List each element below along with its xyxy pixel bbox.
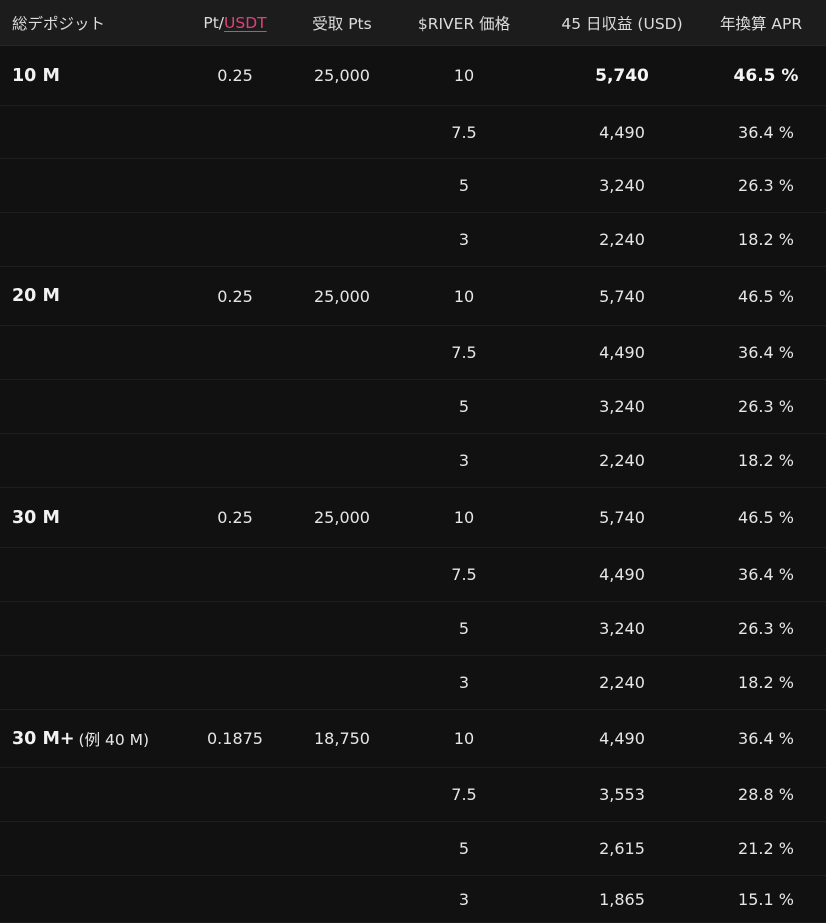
river-price-cell: 3 [458, 230, 470, 249]
table-row: 5 3,240 26.3 % [0, 159, 826, 213]
received-pts-cell: 25,000 [314, 286, 370, 306]
profit-cell: 1,865 [599, 889, 645, 909]
table-row: 30 M+ (例 40 M) 0.1875 18,750 10 4,490 36.4 % [0, 710, 826, 768]
profit-cell: 2,240 [599, 673, 645, 692]
header-total-deposit: 総デポジット [12, 14, 106, 33]
received-pts-cell: 25,000 [314, 66, 370, 85]
deposit-tier-cell: 30 M+ (例 40 M) [12, 710, 149, 767]
profit-cell: 2,615 [599, 839, 645, 858]
profit-cell: 4,490 [599, 343, 645, 362]
deposit-tier-label: 30 M+ [12, 728, 75, 749]
profit-cell: 2,240 [599, 230, 645, 249]
deposit-tier-cell: 10 M [12, 46, 60, 105]
river-price-cell: 7.5 [451, 565, 477, 584]
deposit-tier-label: 30 M [12, 507, 60, 528]
header-annualized-apr: 年換算 APR [720, 14, 803, 33]
header-river-price: $RIVER 価格 [417, 14, 511, 33]
apr-cell: 21.2 % [738, 839, 794, 858]
apr-cell: 18.2 % [738, 673, 794, 692]
river-price-cell: 3 [458, 673, 470, 692]
pt-per-usdt-cell: 0.25 [217, 286, 253, 306]
apr-cell: 18.2 % [738, 230, 794, 249]
river-price-cell: 7.5 [451, 122, 477, 142]
header-pt-prefix: Pt/ [203, 13, 225, 32]
table-row: 7.5 3,553 28.8 % [0, 768, 826, 822]
river-price-cell: 3 [458, 451, 470, 470]
deposit-tier-example: (例 40 M) [78, 730, 150, 749]
usdt-link[interactable]: USDT [224, 13, 267, 32]
river-price-cell: 10 [453, 286, 475, 306]
table-row: 3 1,865 15.1 % [0, 876, 826, 923]
pt-per-usdt-cell: 0.1875 [207, 729, 263, 748]
apr-cell: 26.3 % [738, 397, 794, 416]
profit-cell: 4,490 [599, 565, 645, 584]
river-price-cell: 5 [458, 397, 470, 416]
profit-cell: 3,240 [599, 397, 645, 416]
deposit-tier-label: 10 M [12, 65, 60, 86]
river-price-cell: 10 [453, 66, 475, 85]
profit-cell: 3,240 [599, 176, 645, 195]
apr-cell: 26.3 % [738, 176, 794, 195]
table-row: 7.5 4,490 36.4 % [0, 548, 826, 602]
table-row: 3 2,240 18.2 % [0, 213, 826, 267]
river-price-cell: 10 [453, 508, 475, 527]
table-header: 総デポジット Pt/USDT 受取 Pts $RIVER 価格 45 日収益 (… [0, 0, 826, 46]
profit-cell: 5,740 [595, 65, 649, 86]
river-price-cell: 10 [453, 729, 475, 748]
profit-cell: 2,240 [599, 451, 645, 470]
profit-cell: 3,553 [599, 785, 645, 804]
table-row: 20 M 0.25 25,000 10 5,740 46.5 % [0, 267, 826, 326]
profit-cell: 5,740 [599, 286, 645, 306]
table-row: 3 2,240 18.2 % [0, 434, 826, 488]
river-price-cell: 3 [458, 889, 470, 909]
deposit-tier-cell: 20 M [12, 267, 60, 325]
table-row: 3 2,240 18.2 % [0, 656, 826, 710]
profit-cell: 3,240 [599, 619, 645, 638]
profit-cell: 4,490 [599, 729, 645, 748]
river-price-cell: 5 [458, 619, 470, 638]
apr-cell: 26.3 % [738, 619, 794, 638]
table-row: 7.5 4,490 36.4 % [0, 326, 826, 380]
pt-per-usdt-cell: 0.25 [217, 66, 253, 85]
apr-cell: 36.4 % [738, 122, 794, 142]
profit-cell: 4,490 [599, 122, 645, 142]
pt-per-usdt-cell: 0.25 [217, 508, 253, 527]
apr-cell: 46.5 % [733, 65, 799, 86]
header-received-pts: 受取 Pts [312, 14, 372, 33]
header-pt-per-usdt: Pt/USDT [175, 0, 295, 45]
apr-cell: 18.2 % [738, 451, 794, 470]
apr-cell: 36.4 % [738, 343, 794, 362]
river-price-cell: 7.5 [451, 785, 477, 804]
table-row: 5 3,240 26.3 % [0, 380, 826, 434]
river-price-cell: 7.5 [451, 343, 477, 362]
header-45-day-profit: 45 日収益 (USD) [561, 14, 683, 33]
received-pts-cell: 25,000 [314, 508, 370, 527]
river-price-cell: 5 [458, 839, 470, 858]
apr-cell: 36.4 % [738, 565, 794, 584]
table-body: 10 M 0.25 25,000 10 5,740 46.5 % 7.5 4,490 36.4 … [0, 46, 826, 923]
river-price-cell: 5 [458, 176, 470, 195]
profit-cell: 5,740 [599, 508, 645, 527]
apr-cell: 15.1 % [738, 889, 794, 909]
deposit-tier-cell: 30 M [12, 488, 60, 547]
apr-cell: 28.8 % [738, 785, 794, 804]
apr-cell: 46.5 % [738, 508, 794, 527]
received-pts-cell: 18,750 [314, 729, 370, 748]
table-row: 5 2,615 21.2 % [0, 822, 826, 876]
table-row: 10 M 0.25 25,000 10 5,740 46.5 % [0, 46, 826, 106]
apr-cell: 36.4 % [738, 729, 794, 748]
table-row: 30 M 0.25 25,000 10 5,740 46.5 % [0, 488, 826, 548]
deposit-tier-label: 20 M [12, 286, 60, 306]
table-row: 5 3,240 26.3 % [0, 602, 826, 656]
table-row: 7.5 4,490 36.4 % [0, 106, 826, 159]
apr-cell: 46.5 % [738, 286, 794, 306]
